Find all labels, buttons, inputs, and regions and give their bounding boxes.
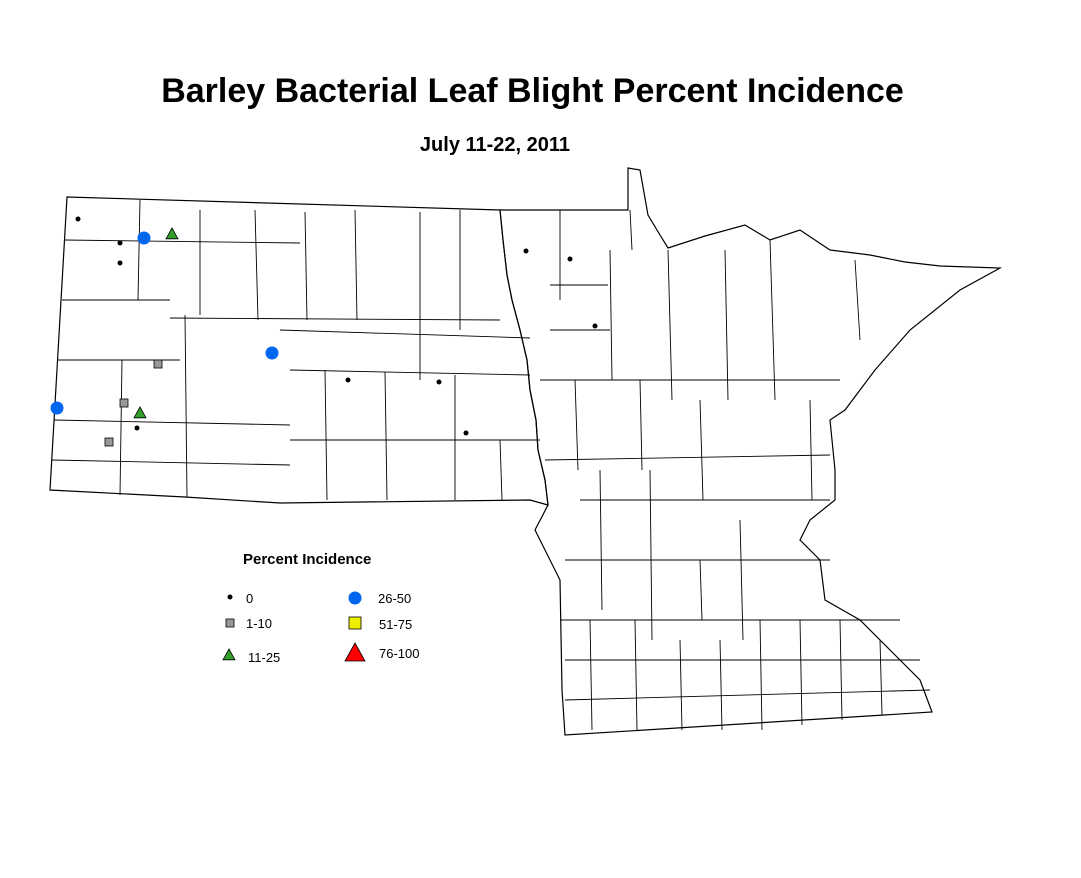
county-line [499,439,503,501]
legend-symbol-0 [227,594,233,600]
legend-label-26-50: 26-50 [378,591,412,606]
county-line [544,454,831,461]
map-title: Barley Bacterial Leaf Blight Percent Inc… [161,72,904,110]
legend-label-76-100: 76-100 [379,646,420,661]
county-line [289,369,531,376]
observation-marker-11-25 [165,227,179,240]
minnesota-outline [499,167,1003,736]
legend-label-0: 0 [246,591,254,606]
observation-marker-1-10 [119,398,129,408]
map-subtitle: July 11-22, 2011 [419,134,571,156]
county-line [719,639,723,731]
county-line [759,619,763,731]
county-line [304,211,308,321]
legend-label-1-10: 1-10 [246,616,273,631]
county-line [574,379,579,471]
observation-marker-0 [117,240,123,246]
observation-marker-0 [134,425,140,431]
county-lines [51,199,931,731]
county-line [609,249,613,381]
county-line [634,619,638,731]
observation-markers [50,216,598,447]
state-boundaries [49,167,1003,736]
county-line [809,399,813,501]
legend-label-51-75: 51-75 [379,617,413,632]
observation-marker-1-10 [153,359,163,369]
county-line [649,469,653,641]
county-line [629,209,633,251]
county-line [599,469,603,611]
legend-label-11-25: 11-25 [248,650,281,665]
county-line [254,209,259,321]
legend-symbol-11-25 [222,648,236,661]
observation-marker-0 [345,377,351,383]
observation-marker-0 [523,248,529,254]
county-line [119,359,123,496]
county-line [699,399,704,501]
county-line [724,249,729,401]
county-line [639,379,643,471]
county-line [354,209,358,321]
county-line [564,689,931,701]
observation-marker-26-50 [265,346,279,360]
observation-marker-0 [567,256,573,262]
county-line [799,619,803,726]
observation-marker-1-10 [104,437,114,447]
county-line [169,317,501,321]
legend-title: Percent Incidence [243,551,372,568]
county-line [739,519,744,641]
observation-marker-0 [463,430,469,436]
county-line [324,369,328,501]
county-line [53,419,291,426]
county-line [699,559,703,621]
county-line [589,619,593,731]
county-line [667,249,673,401]
observation-marker-0 [117,260,123,266]
observation-marker-0 [592,323,598,329]
county-line [839,619,843,721]
observation-marker-26-50 [137,231,151,245]
county-line [769,239,776,401]
observation-marker-0 [75,216,81,222]
county-line [137,199,141,301]
observation-marker-26-50 [50,401,64,415]
observation-marker-11-25 [133,406,147,419]
county-line [679,639,683,731]
legend-symbol-1-10 [225,618,235,628]
observation-marker-0 [436,379,442,385]
legend-symbol-76-100 [344,642,366,662]
county-line [51,459,291,466]
county-line [279,329,531,339]
county-line [64,239,301,244]
county-line [854,259,861,341]
legend-symbol-51-75 [348,616,362,630]
county-line [184,314,188,498]
legend-symbols [222,591,366,662]
county-line [384,371,388,501]
legend-symbol-26-50 [348,591,362,605]
county-line [879,639,883,716]
